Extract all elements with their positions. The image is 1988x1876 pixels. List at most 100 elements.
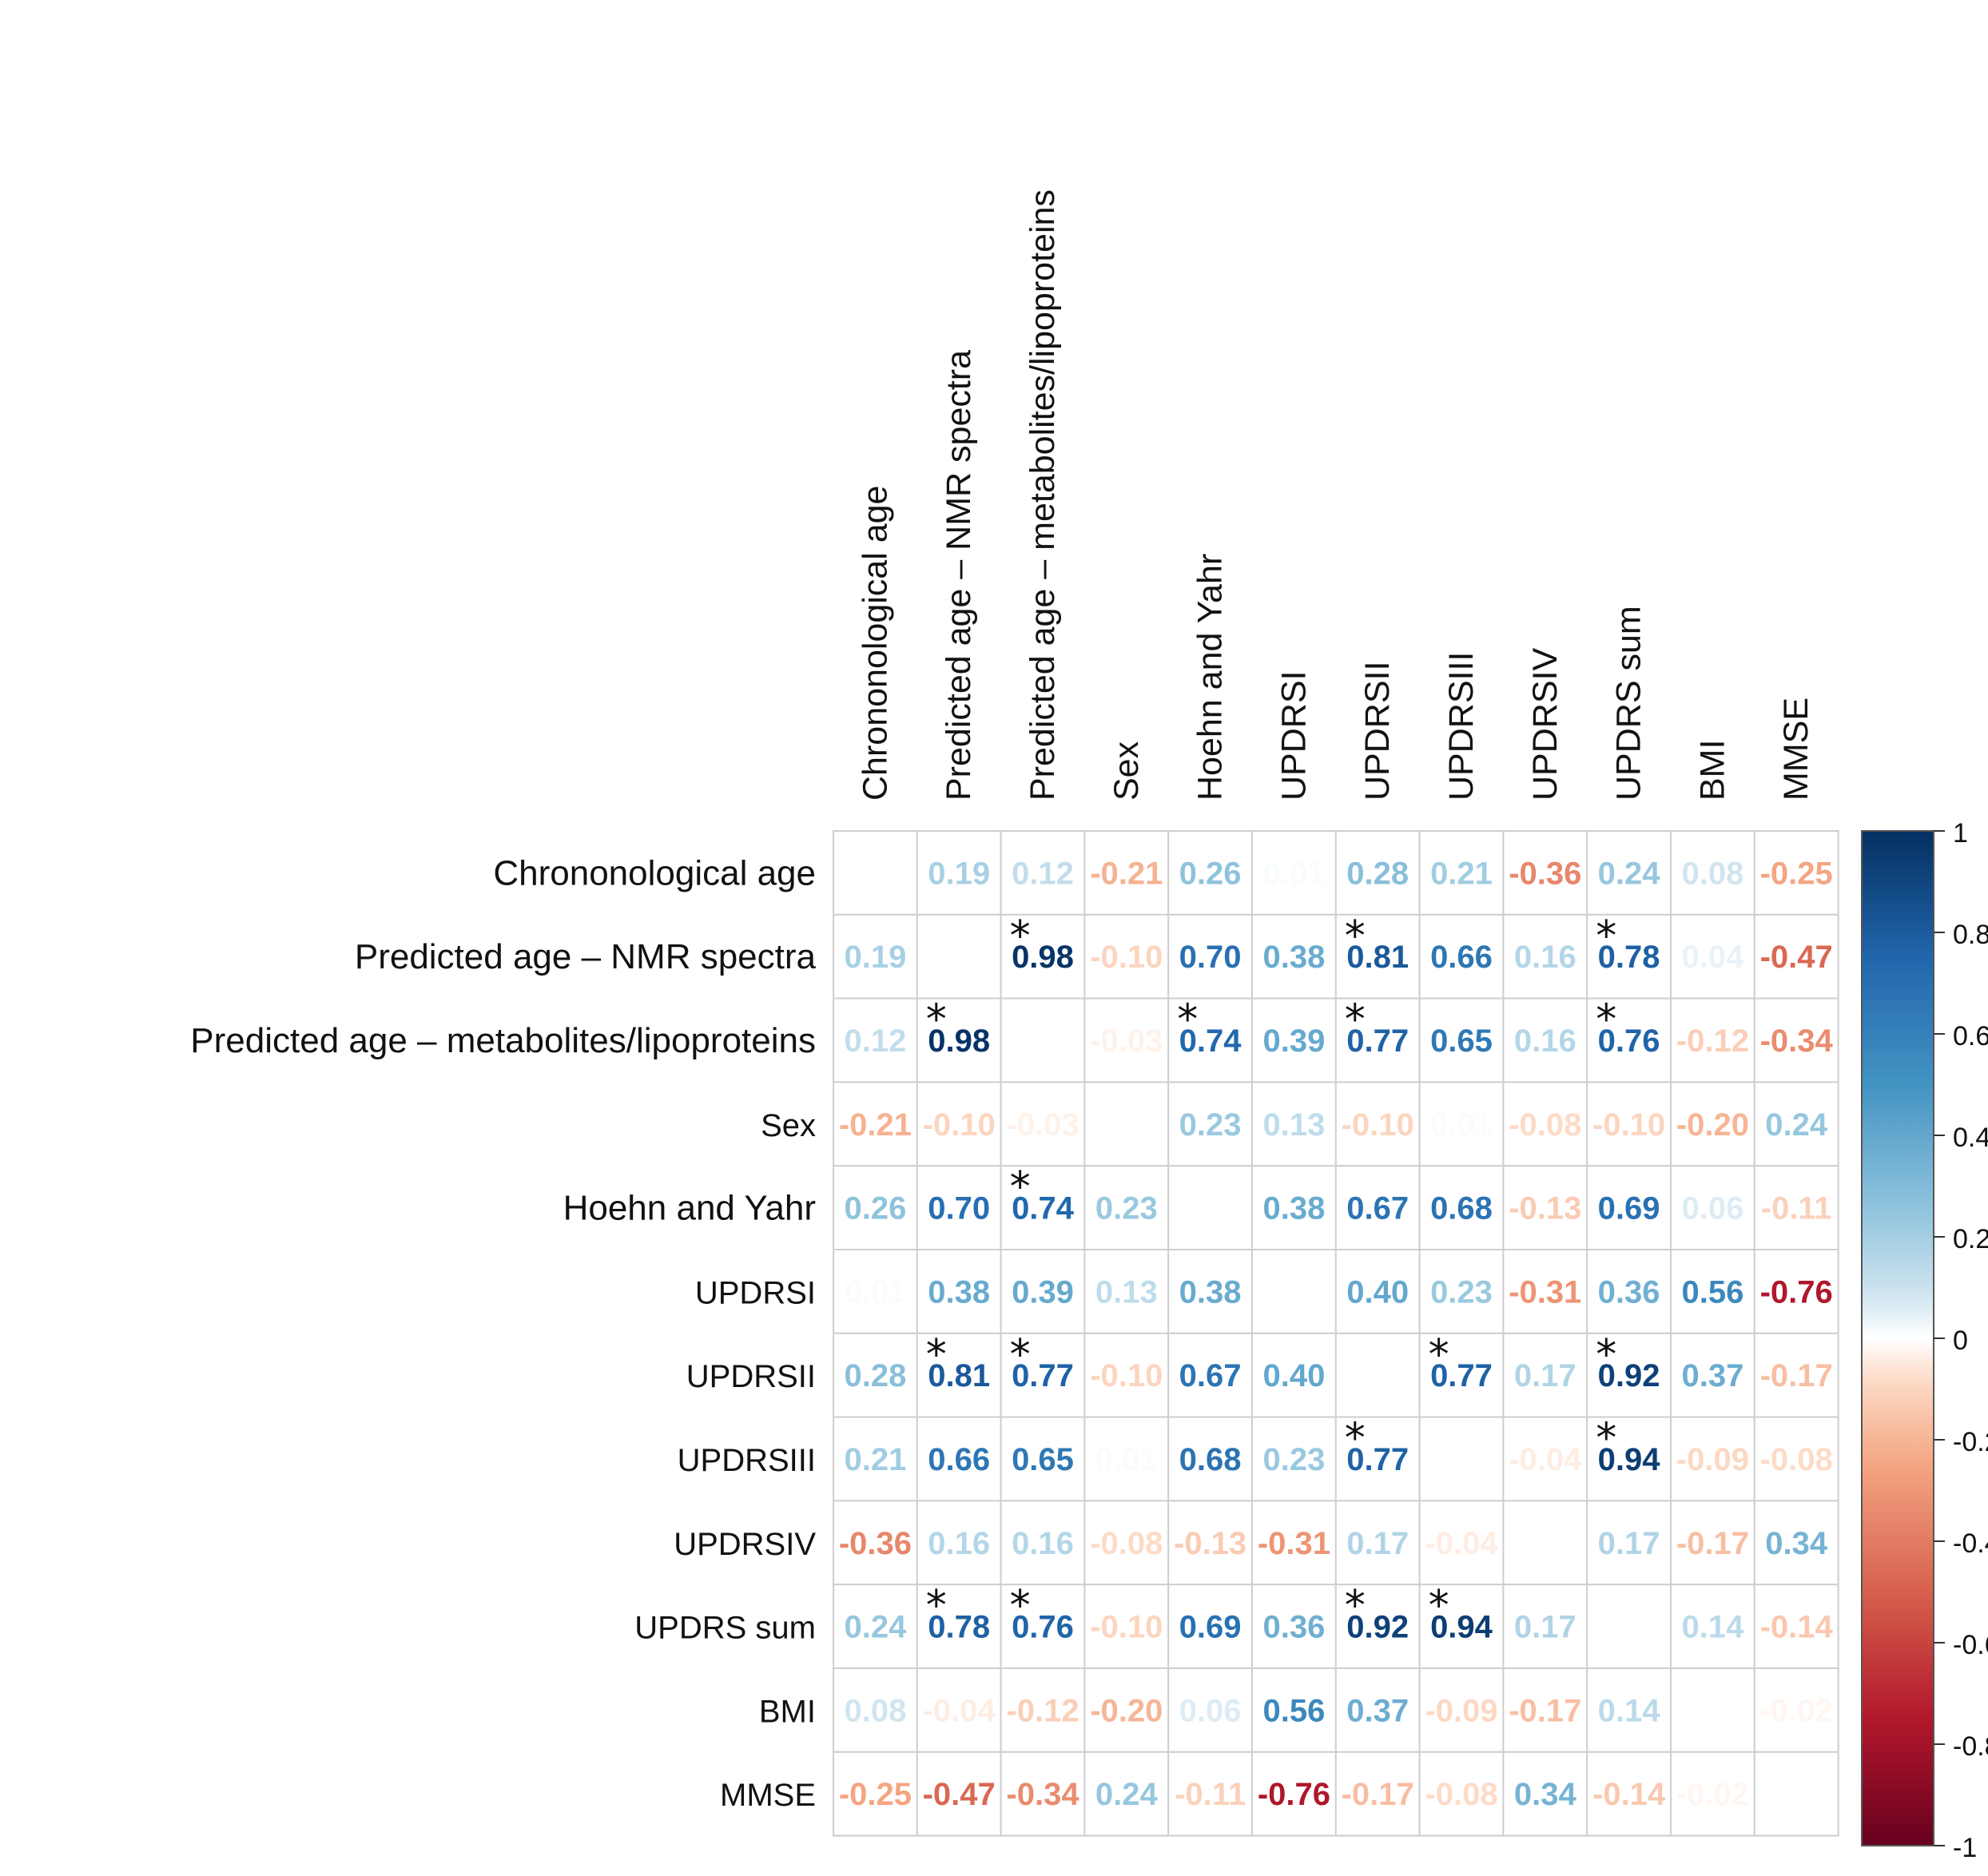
cell-value: 0.21	[1430, 856, 1493, 891]
cell-value: 0.23	[1179, 1107, 1242, 1143]
heatmap-cell	[1334, 1667, 1421, 1753]
cell-value: -0.17	[1342, 1777, 1414, 1812]
row-label-predicted-age-metabolites-lipoproteins: Predicted age – metabolites/lipoproteins	[190, 1021, 816, 1060]
heatmap-cells: 0.19 0.12 -0.21 0.26 0.01 0.28 0.21 -0.36 0.24 0.…	[833, 830, 1839, 1837]
color-scale-tick-label: 0.6	[1953, 1021, 1988, 1051]
column-label-updrsii: UPDRSII	[1358, 662, 1397, 801]
heatmap-cell	[1167, 1751, 1253, 1837]
heatmap-cell	[1586, 1416, 1672, 1502]
heatmap-cell	[1418, 1332, 1505, 1418]
heatmap-cell	[1167, 1249, 1253, 1334]
cell-value: -0.08	[1509, 1107, 1581, 1143]
heatmap-cell	[916, 1249, 1002, 1334]
cell-value: 0.38	[1262, 1191, 1325, 1226]
row-label-updrsiv: UPDRSIV	[674, 1527, 816, 1562]
cell-value: 0.77	[1346, 1442, 1409, 1477]
significance-star: *	[1345, 1582, 1366, 1630]
heatmap-cell	[1334, 1500, 1421, 1586]
cell-value: 0.24	[1598, 856, 1661, 891]
significance-star: *	[1345, 1415, 1366, 1463]
heatmap-cell	[1502, 830, 1588, 916]
heatmap-cell	[1167, 1584, 1253, 1669]
cell-value: -0.36	[1509, 856, 1581, 891]
heatmap-cell	[1753, 1081, 1839, 1167]
heatmap-cell	[1000, 1751, 1086, 1837]
heatmap-cell	[916, 913, 1002, 1000]
color-scale-legend: 1 0.8 0.6 0.4 0.2 0 -0.2 -0.4 -0.6 -0.8 -1	[1861, 818, 1988, 1863]
cell-value: 0.65	[1430, 1023, 1493, 1059]
heatmap-cell	[1083, 913, 1170, 1000]
cell-value: -0.21	[1090, 856, 1163, 891]
cell-value: -0.14	[1592, 1777, 1666, 1812]
column-label-mmse: MMSE	[1777, 698, 1815, 801]
cell-value: 0.77	[1346, 1023, 1409, 1059]
cell-value: 0.24	[1765, 1107, 1828, 1143]
heatmap-cell	[916, 1165, 1002, 1250]
cell-value: 0.14	[1681, 1610, 1744, 1645]
row-label-updrs-sum: UPDRS sum	[634, 1611, 816, 1646]
cell-value: 0.36	[1598, 1274, 1660, 1310]
cell-value: 0.56	[1681, 1274, 1743, 1310]
row-label-chrononological-age: Chrononological age	[493, 853, 816, 892]
significance-star: *	[1010, 912, 1031, 960]
significance-star: *	[1010, 1163, 1031, 1211]
cell-value: 0.40	[1346, 1274, 1409, 1310]
significance-star: *	[1010, 1331, 1031, 1379]
cell-value: 0.38	[928, 1274, 990, 1310]
cell-value: -0.11	[1761, 1191, 1832, 1226]
cell-value: 0.78	[1598, 940, 1660, 975]
heatmap-cell	[916, 1667, 1002, 1753]
cell-value: 0.13	[1095, 1274, 1158, 1310]
cell-value: 0.39	[1012, 1274, 1074, 1310]
row-label-sex: Sex	[761, 1108, 816, 1143]
cell-value: -0.10	[1342, 1107, 1414, 1143]
heatmap-cell	[1000, 1500, 1086, 1586]
cell-value: 0.98	[928, 1023, 990, 1059]
heatmap-cell	[1083, 1500, 1170, 1586]
heatmap-cell	[1083, 1165, 1170, 1250]
heatmap-cell	[1418, 1416, 1505, 1502]
significance-star: *	[1010, 1582, 1031, 1630]
cell-value: -0.12	[1006, 1693, 1079, 1728]
heatmap-cell	[1670, 1165, 1755, 1250]
heatmap-cell	[916, 1416, 1002, 1502]
heatmap-cell	[1670, 1500, 1755, 1586]
column-label-chrononological-age: Chrononological age	[856, 486, 894, 801]
heatmap-cell	[1334, 913, 1421, 1000]
cell-value: 0.01	[844, 1274, 906, 1310]
heatmap-cell	[1418, 1165, 1505, 1250]
cell-value: 0.14	[1598, 1693, 1661, 1728]
heatmap-cell	[916, 997, 1002, 1083]
significance-star: *	[1345, 912, 1366, 960]
heatmap-cell	[916, 1751, 1002, 1837]
heatmap-cell	[1167, 1667, 1253, 1753]
cell-value: 0.19	[928, 856, 990, 891]
cell-value: -0.10	[1090, 1610, 1163, 1645]
cell-value: -0.17	[1676, 1526, 1749, 1561]
cell-value: 0.17	[1514, 1610, 1576, 1645]
cell-value: 0.38	[1262, 940, 1325, 975]
heatmap-cell	[1251, 1249, 1337, 1334]
heatmap-cell	[1586, 1332, 1672, 1418]
cell-value: -0.25	[839, 1777, 912, 1812]
heatmap-cell	[1670, 913, 1755, 1000]
heatmap-cell	[1418, 1751, 1505, 1837]
heatmap-cell	[833, 1416, 918, 1502]
cell-value: 0.24	[844, 1610, 907, 1645]
column-label-bmi: BMI	[1693, 740, 1732, 801]
color-scale-tick-label: -0.6	[1953, 1630, 1988, 1660]
cell-value: -0.34	[1006, 1777, 1079, 1812]
row-label-hoehn-and-yahr: Hoehn and Yahr	[563, 1189, 816, 1228]
cell-value: 0.16	[928, 1526, 990, 1561]
heatmap-cell	[1418, 1667, 1505, 1753]
color-scale-tick-label: -0.8	[1953, 1731, 1988, 1762]
cell-value: 0.16	[1514, 1023, 1576, 1059]
cell-value: 0.66	[1430, 940, 1493, 975]
significance-star: *	[1596, 1415, 1616, 1463]
cell-value: -0.76	[1760, 1274, 1833, 1310]
cell-value: 0.76	[1012, 1610, 1074, 1645]
heatmap-cell	[1753, 1751, 1839, 1837]
heatmap-cell	[833, 1249, 918, 1334]
heatmap-cell	[916, 830, 1002, 916]
cell-value: -0.10	[1090, 940, 1163, 975]
